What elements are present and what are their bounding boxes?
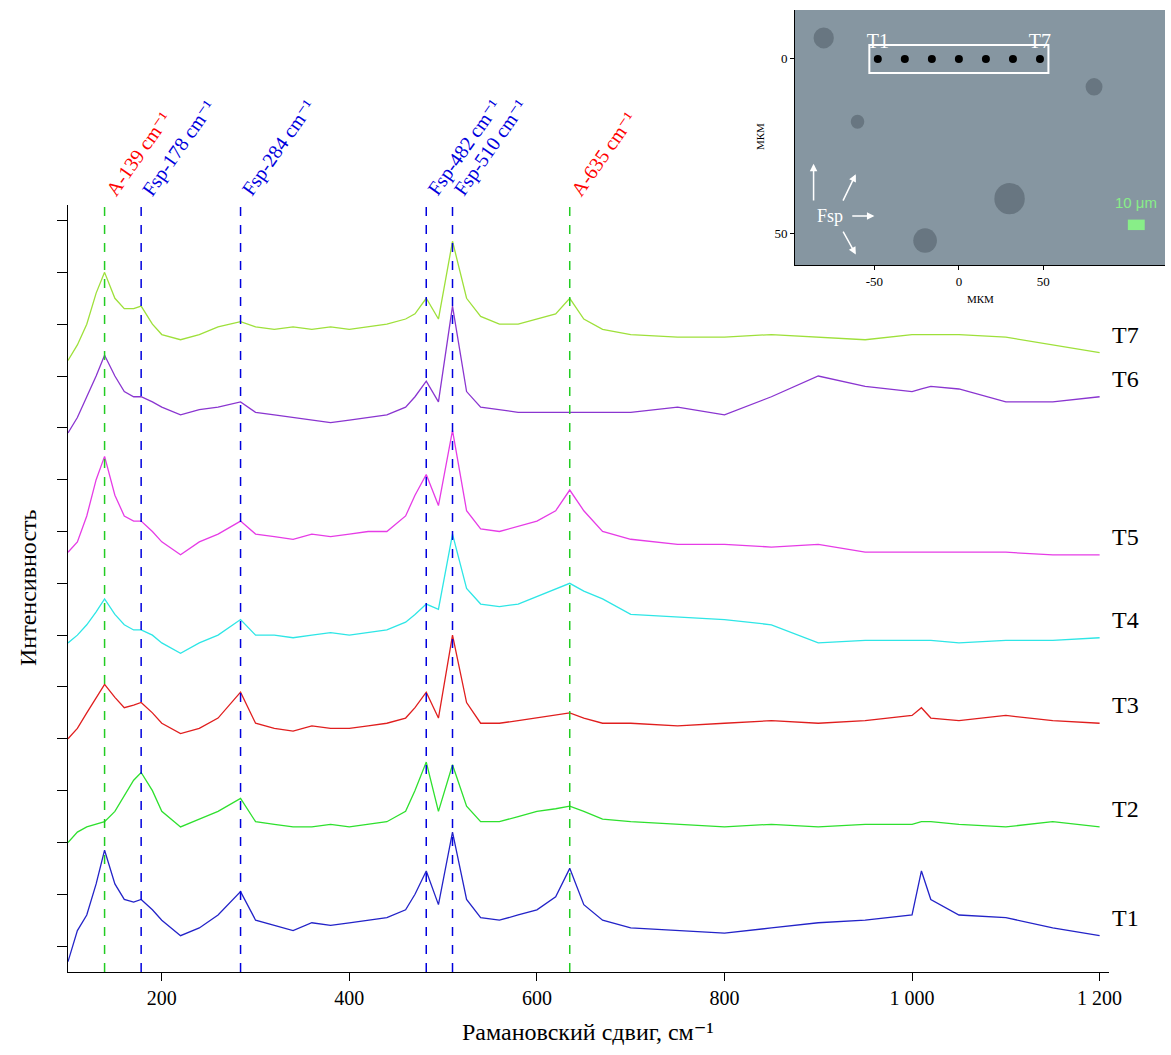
svg-text:0: 0	[956, 274, 963, 289]
svg-text:T7: T7	[1029, 30, 1051, 52]
svg-text:T3: T3	[1112, 692, 1139, 718]
svg-text:T7: T7	[1112, 322, 1139, 348]
svg-text:Fsp: Fsp	[817, 206, 843, 226]
svg-text:Рамановский сдвиг, см⁻¹: Рамановский сдвиг, см⁻¹	[462, 1019, 714, 1045]
svg-text:Интенсивность: Интенсивность	[15, 509, 41, 666]
svg-text:МКМ: МКМ	[967, 293, 994, 305]
svg-text:50: 50	[1037, 274, 1050, 289]
svg-text:Fsp-178 cm⁻¹: Fsp-178 cm⁻¹	[137, 96, 220, 201]
svg-text:1 000: 1 000	[890, 987, 935, 1009]
svg-text:10 μm: 10 μm	[1115, 194, 1157, 211]
svg-text:400: 400	[334, 987, 364, 1009]
svg-text:800: 800	[709, 987, 739, 1009]
svg-text:T4: T4	[1112, 607, 1139, 633]
svg-text:A-139 cm⁻¹: A-139 cm⁻¹	[101, 108, 175, 200]
svg-text:Fsp-510 cm⁻¹: Fsp-510 cm⁻¹	[449, 95, 532, 200]
svg-text:T1: T1	[1112, 905, 1139, 931]
svg-text:200: 200	[147, 987, 177, 1009]
svg-text:T1: T1	[867, 30, 889, 52]
svg-text:A-635 cm⁻¹: A-635 cm⁻¹	[566, 108, 640, 200]
svg-text:600: 600	[522, 987, 552, 1009]
svg-text:МКМ: МКМ	[754, 123, 766, 150]
svg-text:T5: T5	[1112, 524, 1139, 550]
svg-text:T6: T6	[1112, 366, 1139, 392]
svg-text:1 200: 1 200	[1077, 987, 1122, 1009]
svg-text:-50: -50	[866, 274, 883, 289]
svg-text:T2: T2	[1112, 796, 1139, 822]
svg-text:Fsp-482 cm⁻¹: Fsp-482 cm⁻¹	[423, 95, 506, 200]
svg-text:50: 50	[774, 226, 787, 241]
svg-text:Fsp-284 cm⁻¹: Fsp-284 cm⁻¹	[237, 95, 320, 200]
svg-text:0: 0	[781, 51, 788, 66]
